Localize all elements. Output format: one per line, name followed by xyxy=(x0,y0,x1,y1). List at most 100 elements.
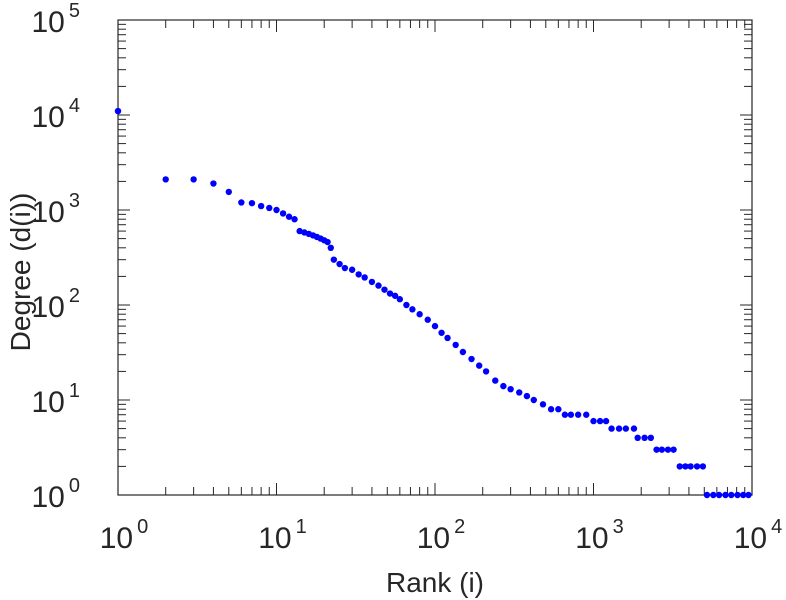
data-point xyxy=(630,425,638,432)
y-tick-label-base: 10 xyxy=(32,291,65,324)
data-point xyxy=(602,417,610,425)
data-point xyxy=(608,425,615,432)
data-point xyxy=(699,463,707,470)
data-point xyxy=(590,417,597,425)
y-tick-label: 10 3 xyxy=(32,190,81,229)
data-point xyxy=(567,411,575,418)
data-point xyxy=(715,491,723,499)
data-point xyxy=(416,311,423,318)
data-point xyxy=(361,274,368,281)
data-point xyxy=(653,446,660,453)
data-point xyxy=(687,463,694,470)
data-point xyxy=(452,341,459,349)
x-tick-label: 10 1 xyxy=(258,516,307,555)
data-point xyxy=(403,301,410,309)
data-point xyxy=(468,355,475,363)
y-tick-label-base: 10 xyxy=(32,196,65,229)
x-tick-label-exponent: 2 xyxy=(454,516,465,538)
data-point xyxy=(391,292,399,299)
y-tick-label-base: 10 xyxy=(32,6,65,39)
minor-ticks xyxy=(118,20,752,495)
data-point xyxy=(500,382,507,390)
x-axis-title: Rank (i) xyxy=(386,567,484,598)
y-tick-label: 10 1 xyxy=(32,380,81,419)
data-point xyxy=(574,411,582,418)
data-point xyxy=(348,266,356,273)
data-point xyxy=(409,306,416,313)
data-point xyxy=(375,282,382,289)
x-tick-label-base: 10 xyxy=(258,522,291,555)
data-point xyxy=(386,290,394,297)
y-tick-label-exponent: 2 xyxy=(69,285,80,307)
data-point xyxy=(523,392,531,400)
data-point xyxy=(266,204,273,212)
y-tick-label: 10 2 xyxy=(32,285,81,324)
data-point xyxy=(507,385,514,393)
data-point xyxy=(257,202,265,210)
y-tick-label: 10 5 xyxy=(32,0,81,39)
data-point xyxy=(238,199,245,206)
data-point xyxy=(355,271,362,278)
data-point xyxy=(728,491,735,499)
x-tick-label: 10 2 xyxy=(417,516,466,555)
data-point xyxy=(740,491,747,499)
data-points xyxy=(114,107,752,499)
data-point xyxy=(279,210,287,217)
data-point xyxy=(530,396,537,404)
x-tick-label-exponent: 4 xyxy=(771,516,782,538)
y-tick-label-exponent: 1 xyxy=(69,380,80,402)
data-point xyxy=(431,322,439,330)
data-point xyxy=(516,389,523,396)
data-point xyxy=(555,406,562,413)
data-point xyxy=(583,411,590,418)
x-tick-label-base: 10 xyxy=(100,522,133,555)
data-point xyxy=(291,216,298,223)
data-point xyxy=(682,463,689,470)
x-tick-label-base: 10 xyxy=(417,522,450,555)
y-tick-label-exponent: 3 xyxy=(69,190,80,212)
data-point xyxy=(539,401,547,408)
data-point xyxy=(492,377,499,384)
data-point xyxy=(634,434,641,442)
data-point xyxy=(664,446,672,453)
data-point xyxy=(734,491,741,499)
x-tick-label: 10 4 xyxy=(734,516,783,555)
x-tick-label-exponent: 1 xyxy=(296,516,307,538)
x-tick-label: 10 0 xyxy=(100,516,149,555)
y-tick-label-exponent: 5 xyxy=(69,0,80,22)
data-point xyxy=(676,463,683,470)
data-point xyxy=(641,434,648,442)
data-point xyxy=(336,260,343,268)
y-axis-title: Degree (d(i)) xyxy=(5,193,36,352)
data-point xyxy=(210,180,217,187)
data-point xyxy=(368,278,376,286)
data-point xyxy=(444,334,451,342)
y-tick-label-base: 10 xyxy=(32,101,65,134)
data-point xyxy=(162,176,169,183)
data-point xyxy=(381,286,388,293)
data-point xyxy=(658,446,666,453)
y-tick-label-exponent: 4 xyxy=(69,95,80,117)
data-point xyxy=(327,244,334,252)
data-point xyxy=(547,406,555,413)
data-point xyxy=(622,425,630,432)
x-tick-label-base: 10 xyxy=(575,522,608,555)
major-ticks xyxy=(117,19,753,496)
data-point xyxy=(114,107,122,115)
data-point xyxy=(670,446,677,453)
data-point xyxy=(722,491,729,499)
y-tick-label-base: 10 xyxy=(32,386,65,419)
data-point xyxy=(482,368,490,375)
y-tick-label: 10 4 xyxy=(32,95,81,134)
data-point xyxy=(561,411,569,418)
data-point xyxy=(615,425,623,432)
x-tick-label-exponent: 3 xyxy=(613,516,624,538)
data-point xyxy=(273,206,280,214)
data-point xyxy=(285,213,293,220)
data-point xyxy=(424,316,431,323)
data-point xyxy=(438,329,445,336)
data-point xyxy=(703,491,711,499)
data-point xyxy=(396,296,404,303)
data-point xyxy=(190,176,197,183)
